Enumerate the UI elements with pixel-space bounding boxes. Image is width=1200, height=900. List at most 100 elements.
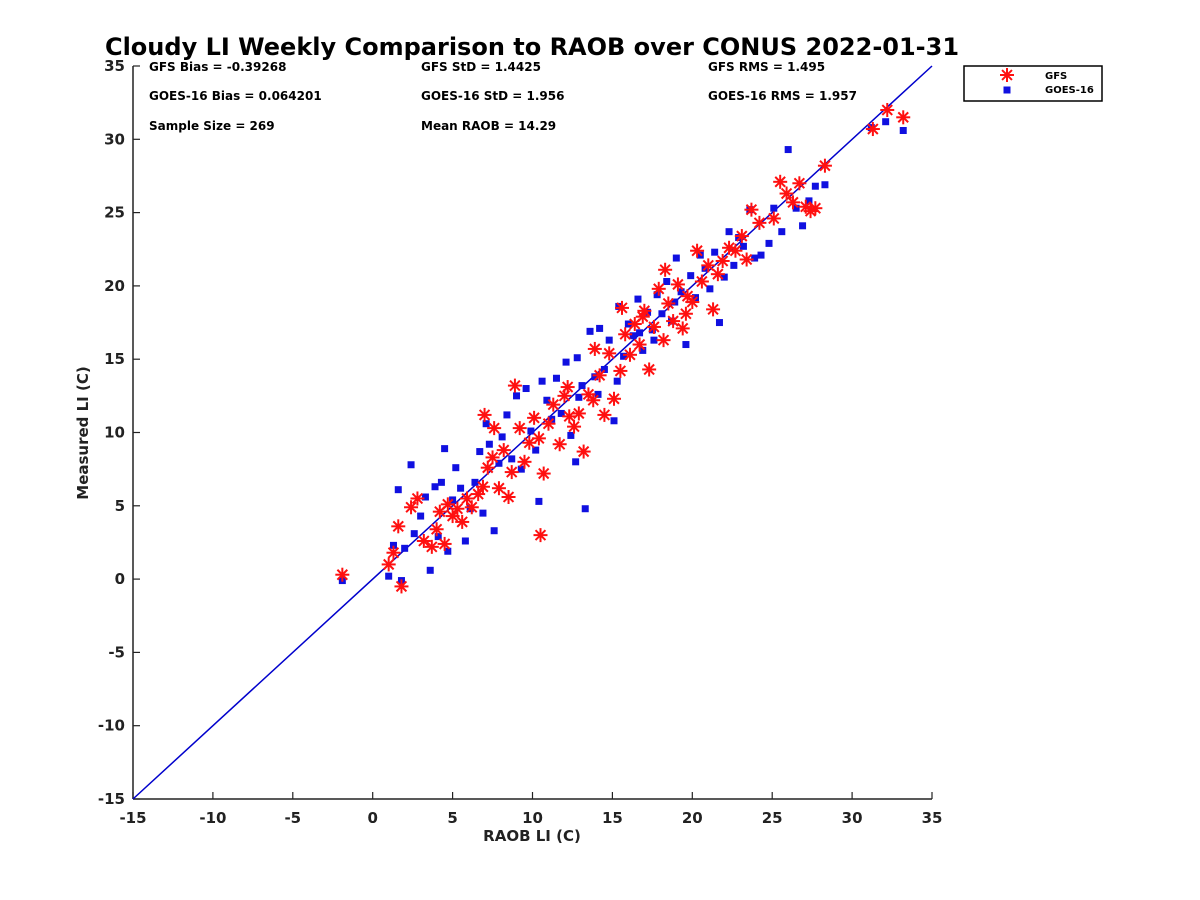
goes16-point	[687, 272, 695, 280]
asterisk-stroke	[740, 253, 753, 266]
goes16-point	[581, 505, 589, 513]
goes16-point	[401, 544, 409, 552]
goes16-point	[639, 346, 647, 354]
gfs-point	[642, 362, 657, 377]
gfs-point	[710, 267, 725, 282]
asterisk-stroke	[395, 580, 408, 593]
asterisk-stroke	[745, 204, 758, 216]
gfs-point	[507, 378, 522, 393]
goes16-point	[594, 390, 602, 398]
asterisk-stroke	[672, 278, 684, 291]
asterisk-stroke	[568, 420, 580, 433]
goes-rms-text: GOES-16 RMS = 1.957	[708, 89, 857, 103]
asterisk-stroke	[643, 363, 655, 376]
gfs-series	[335, 102, 911, 594]
asterisk-stroke	[723, 242, 735, 254]
asterisk-stroke	[561, 381, 574, 393]
asterisk-stroke	[677, 322, 689, 335]
asterisk-stroke	[780, 187, 793, 200]
y-tick-label: -5	[108, 643, 125, 661]
gfs-point	[597, 407, 612, 422]
goes16-point	[578, 382, 586, 390]
gfs-point	[546, 397, 561, 412]
gfs-point	[632, 337, 647, 352]
gfs-point	[734, 229, 749, 244]
mean-raob-text: Mean RAOB = 14.29	[421, 119, 556, 133]
goes16-point	[490, 527, 498, 535]
gfs-point	[744, 202, 759, 217]
gfs-point	[477, 407, 492, 422]
gfs-point	[715, 253, 730, 268]
goes-bias-text: GOES-16 Bias = 0.064201	[149, 89, 322, 103]
gfs-point	[792, 176, 807, 191]
asterisk-stroke	[702, 259, 714, 272]
gfs-point	[512, 421, 527, 436]
goes16-point	[538, 377, 546, 385]
asterisk-stroke	[603, 347, 615, 359]
goes16-point	[725, 228, 733, 236]
x-tick-label: 10	[522, 809, 543, 827]
gfs-point	[865, 122, 880, 137]
gfs-point	[651, 281, 666, 296]
asterisk-stroke	[509, 379, 521, 392]
goes16-point	[882, 118, 890, 126]
goes16-point	[770, 204, 778, 212]
asterisk-stroke	[593, 369, 606, 381]
gfs-std-text: GFS StD = 1.4425	[421, 60, 541, 74]
gfs-point	[455, 514, 470, 529]
goes16-point	[730, 261, 738, 269]
gfs-point	[459, 491, 474, 506]
gfs-point	[496, 443, 511, 458]
gfs-point	[896, 110, 911, 125]
gfs-point	[739, 252, 754, 267]
goes16-point	[385, 572, 393, 580]
asterisk-stroke	[461, 492, 473, 505]
asterisk-stroke	[430, 523, 443, 535]
goes16-point	[503, 411, 511, 419]
asterisk-stroke	[547, 398, 559, 411]
asterisk-stroke	[418, 535, 430, 547]
asterisk-stroke	[577, 445, 590, 458]
asterisk-stroke	[488, 422, 500, 434]
gfs-point	[424, 539, 439, 554]
gfs-point	[728, 243, 743, 258]
goes16-point	[476, 448, 484, 456]
x-tick-label: 20	[682, 809, 703, 827]
gfs-point	[571, 406, 586, 421]
asterisk-stroke	[774, 176, 786, 188]
x-tick-label: -5	[284, 809, 301, 827]
gfs-point	[536, 466, 551, 481]
goes16-point	[899, 127, 907, 135]
legend-goes-marker	[1003, 86, 1011, 94]
asterisk-stroke	[624, 349, 636, 361]
asterisk-stroke	[405, 501, 417, 513]
asterisk-stroke	[582, 388, 595, 401]
goes16-point	[575, 393, 583, 401]
y-tick-label: 5	[115, 497, 125, 515]
gfs-point	[752, 215, 767, 230]
gfs-point	[475, 479, 490, 494]
asterisk-stroke	[498, 444, 510, 456]
goes16-point	[711, 248, 719, 256]
asterisk-stroke	[686, 296, 698, 308]
y-tick-label: 20	[104, 277, 125, 295]
asterisk-stroke	[573, 407, 585, 420]
asterisk-stroke	[809, 202, 822, 214]
goes16-point	[498, 433, 506, 441]
y-tick-label: -15	[98, 790, 125, 808]
goes16-point	[784, 146, 792, 154]
goes16-point	[495, 459, 503, 467]
gfs-point	[635, 309, 650, 324]
goes16-point	[636, 329, 644, 337]
gfs-point	[656, 333, 671, 348]
asterisk-stroke	[587, 394, 599, 406]
gfs-point	[517, 454, 532, 469]
asterisk-stroke	[466, 501, 478, 513]
gfs-point	[410, 491, 425, 506]
asterisk-stroke	[637, 311, 649, 323]
goes16-point	[562, 358, 570, 366]
chart-title: Cloudy LI Weekly Comparison to RAOB over…	[105, 33, 959, 61]
gfs-bias-text: GFS Bias = -0.39268	[149, 60, 286, 74]
gfs-point	[587, 341, 602, 356]
gfs-point	[602, 346, 617, 361]
